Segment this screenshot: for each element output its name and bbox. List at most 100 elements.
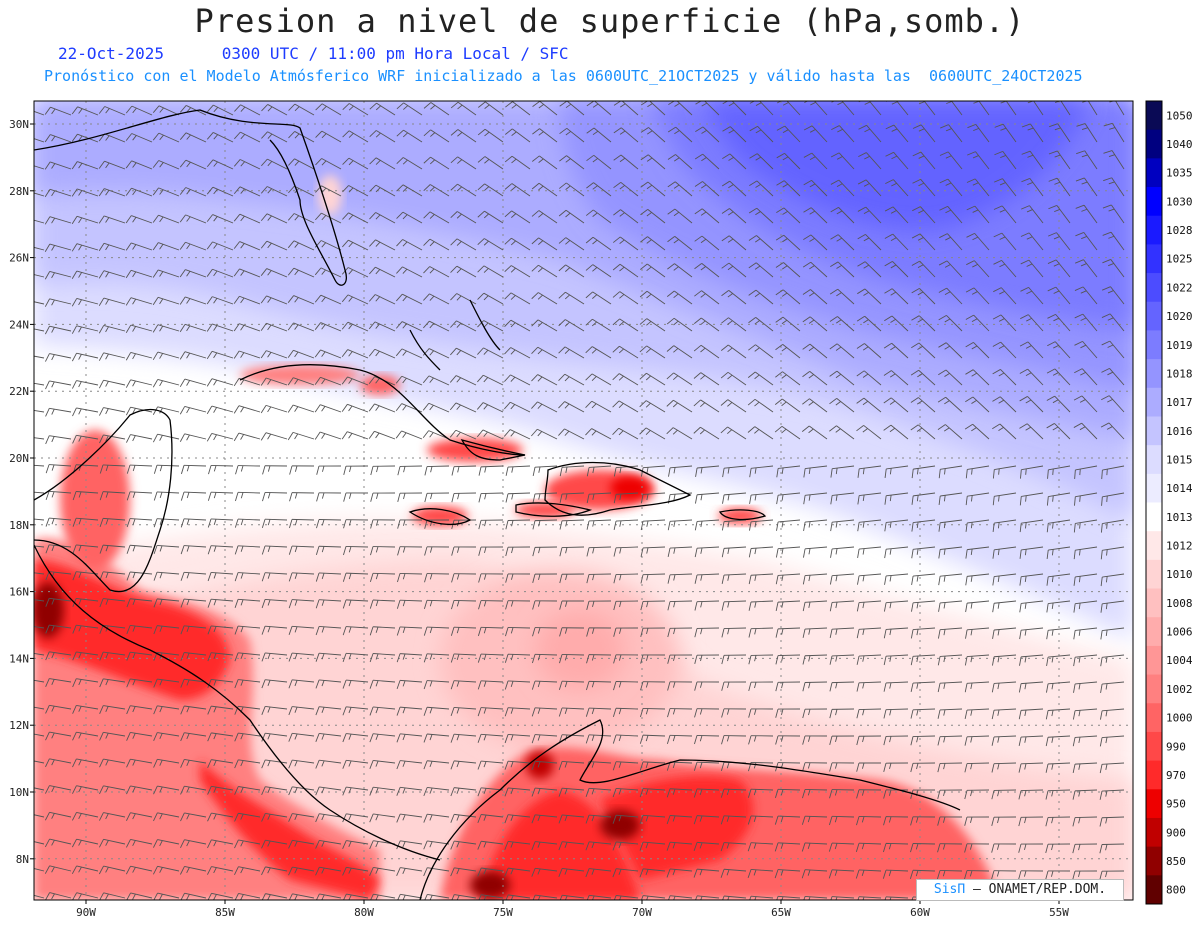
wind-barb [504,760,531,770]
wind-barb [612,788,639,798]
wind-barb [858,152,882,170]
wind-barb [260,322,288,332]
wind-barb [72,678,99,688]
wind-barb [1100,681,1125,693]
wind-barb [1046,395,1071,413]
wind-barb [1018,870,1044,880]
wind-barb [34,491,45,494]
wind-barb [749,180,774,197]
colorbar-label: 1020 [1166,310,1193,323]
wind-barb [722,153,747,170]
wind-barb [450,129,477,143]
wind-barb [125,865,153,875]
wind-barb [342,706,369,716]
wind-barb [694,519,720,531]
wind-barb [397,519,423,529]
wind-barb [72,434,99,444]
wind-barb [667,573,693,584]
wind-barb [1074,465,1098,479]
wind-barb [1021,123,1044,143]
wind-barb [397,572,423,583]
wind-barb [505,465,531,476]
wind-barb [937,396,963,413]
wind-barb [369,572,396,583]
wind-barb [287,240,315,251]
wind-barb [207,518,234,528]
wind-barb [531,292,558,305]
wind-barb [368,348,396,359]
wind-barb [368,294,396,305]
wind-barb [233,432,261,442]
wind-barb [504,867,531,877]
wind-barb [315,599,342,609]
wind-barb [234,131,261,143]
wind-barb [803,152,828,170]
wind-barb [234,893,261,900]
wind-barb [206,405,234,415]
wind-barb [1019,423,1044,440]
wind-barb [153,678,180,688]
wind-barb [1021,177,1044,197]
wind-barb [504,840,531,850]
wind-barb [667,546,693,557]
wind-barb [1075,231,1098,251]
wind-barb [559,894,585,900]
wind-barb [396,760,423,770]
wind-barb [749,153,774,170]
wind-barb [911,233,936,251]
colorbar-swatch [1146,846,1162,876]
colorbar-label: 1002 [1166,683,1193,696]
wind-barb [125,187,153,197]
wind-barb [234,759,261,769]
wind-barb [71,297,99,307]
wind-barb [559,155,585,170]
wind-barb [965,600,990,613]
wind-barb [992,423,1017,440]
wind-barb [478,573,504,583]
wind-barb [883,424,909,440]
wind-barb [369,706,396,716]
wind-barb [234,786,261,795]
wind-barb [695,101,720,116]
wind-barb [531,680,558,690]
wind-barb [667,627,693,638]
wind-barb [883,397,909,413]
wind-barb [450,653,477,663]
wind-barb [666,372,693,386]
wind-barb [342,103,369,116]
wind-barb [315,679,342,689]
wind-barb [1046,681,1071,693]
wind-barb [829,708,855,719]
wind-barb [504,210,531,224]
wind-barb [343,893,369,900]
colorbar-label: 1004 [1166,654,1193,667]
wind-barb [314,404,342,413]
wind-barb [559,627,585,637]
colorbar-label: 1017 [1166,396,1193,409]
wind-barb [72,785,99,794]
wind-barb [34,894,45,899]
wind-barb [559,546,585,557]
wind-barb [314,376,342,386]
wind-barb [1099,735,1125,747]
wind-barb [343,545,369,556]
wind-barb [233,159,261,170]
wind-barb [1076,123,1098,143]
wind-barb [882,869,909,879]
wind-barb [477,238,504,251]
wind-barb [1101,313,1125,332]
wind-barb [910,369,936,386]
wind-barb [937,708,963,719]
wind-barb [585,346,612,359]
wind-barb [288,158,315,170]
wind-barb [991,870,1017,880]
wind-barb [342,130,369,143]
wind-barb [531,374,558,386]
wind-barb [938,287,963,305]
wind-barb [450,733,477,743]
wind-barb [423,102,450,116]
wind-barb [991,708,1017,720]
wind-barb [341,321,369,332]
wind-barb [856,654,882,665]
wind-barb [857,546,882,559]
